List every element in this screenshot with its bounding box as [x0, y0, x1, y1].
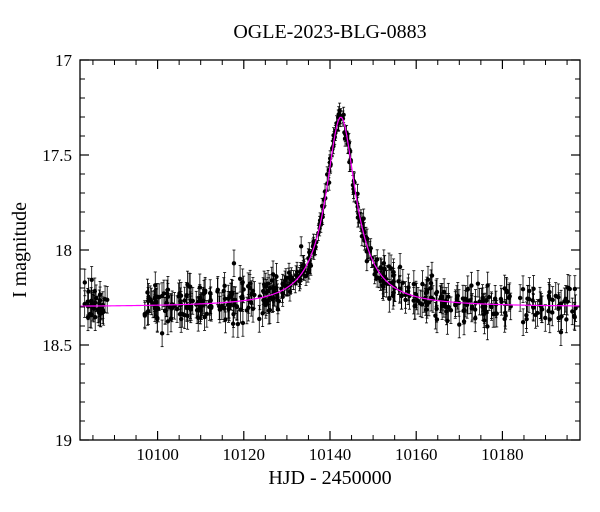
svg-text:17: 17: [55, 51, 73, 70]
svg-text:I magnitude: I magnitude: [9, 202, 31, 298]
svg-text:HJD - 2450000: HJD - 2450000: [268, 467, 391, 489]
svg-text:10160: 10160: [395, 445, 438, 464]
svg-text:18.5: 18.5: [42, 336, 72, 355]
chart-svg: 10100 10120 10140 10160 10180 17 17.5 18 18.5 19 O…: [0, 0, 600, 512]
svg-text:17.5: 17.5: [42, 146, 72, 165]
svg-text:10100: 10100: [136, 445, 179, 464]
svg-text:10120: 10120: [223, 445, 266, 464]
svg-text:10180: 10180: [481, 445, 524, 464]
lightcurve-chart: 10100 10120 10140 10160 10180 17 17.5 18 18.5 19 O…: [0, 0, 600, 512]
svg-text:10140: 10140: [309, 445, 352, 464]
svg-text:OGLE-2023-BLG-0883: OGLE-2023-BLG-0883: [233, 21, 426, 43]
svg-text:18: 18: [55, 241, 72, 260]
svg-text:19: 19: [55, 431, 72, 450]
